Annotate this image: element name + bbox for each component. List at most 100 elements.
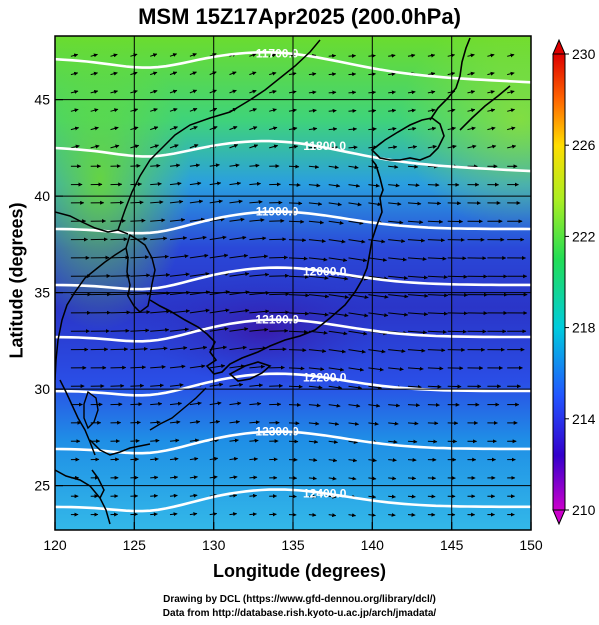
lat-tick-label: 40 — [34, 188, 50, 204]
wind-arrow — [308, 201, 323, 206]
wind-arrow — [348, 385, 363, 390]
wind-arrow — [368, 294, 389, 299]
colorbar-label: 222 — [572, 228, 596, 244]
wind-arrow — [269, 53, 277, 58]
wind-arrow — [209, 308, 230, 314]
wind-arrow — [229, 71, 237, 76]
wind-arrow — [507, 126, 516, 131]
colorbar-label: 218 — [572, 320, 596, 336]
wind-arrow — [249, 401, 262, 406]
contour-label: 11700.0 — [256, 46, 299, 60]
wind-arrow — [189, 217, 205, 222]
wind-arrow — [229, 420, 240, 424]
wind-arrow — [348, 220, 364, 225]
wind-arrow — [229, 253, 249, 259]
wind-arrow — [328, 165, 339, 170]
colorbar-scale — [552, 53, 566, 511]
wind-arrow — [189, 53, 197, 57]
wind-arrow — [150, 53, 158, 58]
wind-arrow — [249, 108, 257, 112]
wind-arrow — [507, 108, 515, 113]
wind-arrow — [407, 90, 416, 95]
wind-arrow — [169, 383, 184, 388]
wind-arrow — [150, 401, 163, 406]
wind-arrow — [130, 420, 141, 425]
wind-arrow — [229, 327, 249, 332]
wind-arrow — [249, 383, 264, 388]
wind-arrow — [150, 364, 166, 369]
wind-arrow — [388, 512, 396, 517]
wind-arrow — [388, 183, 400, 188]
wind-arrow — [130, 346, 148, 351]
wind-arrow — [150, 438, 160, 443]
wind-arrow — [447, 311, 468, 316]
wind-arrow — [229, 456, 239, 461]
wind-arrow — [269, 108, 277, 113]
wind-arrow — [288, 274, 309, 279]
wind-arrow — [249, 475, 258, 480]
wind-arrow — [328, 257, 348, 263]
wind-arrow — [130, 273, 151, 278]
wind-arrow — [249, 420, 260, 425]
wind-arrow — [328, 312, 349, 318]
wind-arrow — [427, 182, 440, 187]
wind-arrow — [130, 383, 145, 388]
wind-arrow — [150, 236, 168, 241]
wind-arrow — [150, 181, 162, 186]
wind-arrow — [169, 364, 186, 369]
wind-arrow — [249, 438, 259, 443]
colorbar-label: 226 — [572, 137, 596, 153]
wind-arrow — [130, 163, 141, 168]
wind-arrow — [110, 292, 131, 297]
wind-arrow — [328, 108, 337, 113]
wind-arrow — [388, 367, 404, 372]
wind-arrow — [150, 254, 169, 259]
wind-arrow — [388, 275, 408, 280]
wind-arrow — [229, 235, 247, 241]
wind-arrow — [487, 108, 496, 113]
wind-arrow — [328, 275, 349, 281]
wind-arrow — [229, 308, 250, 314]
wind-arrow — [189, 126, 198, 131]
wind-arrow — [368, 275, 389, 281]
wind-arrow — [388, 439, 398, 444]
wind-arrow — [388, 294, 409, 299]
wind-arrow — [169, 457, 179, 462]
wind-arrow — [487, 90, 495, 94]
wind-arrow — [169, 53, 178, 57]
wind-arrow — [427, 384, 442, 389]
wind-arrow — [328, 349, 346, 354]
wind-arrow — [308, 72, 317, 77]
lon-tick-label: 150 — [519, 537, 543, 553]
contour-label: 12000.0 — [303, 264, 347, 278]
wind-arrow — [348, 145, 358, 150]
wind-arrow — [388, 90, 396, 95]
wind-arrow — [487, 71, 495, 76]
wind-arrow — [388, 421, 399, 426]
wind-arrow — [130, 218, 146, 223]
wind-arrow — [169, 71, 178, 76]
wind-arrow — [90, 108, 99, 113]
wind-arrow — [288, 348, 307, 353]
wind-arrow — [229, 438, 239, 443]
wind-arrow — [407, 312, 429, 317]
contour-label: 11900.0 — [256, 205, 299, 219]
lon-tick-labels: 120 125 130 135 140 145 150 — [43, 537, 543, 553]
wind-arrow — [427, 219, 444, 224]
wind-arrow — [407, 201, 422, 206]
wind-arrow — [467, 71, 475, 76]
wind-arrow — [407, 330, 428, 335]
wind-arrow — [249, 493, 258, 498]
wind-arrow — [229, 493, 238, 498]
wind-arrow — [189, 308, 210, 314]
wind-arrow — [407, 126, 417, 131]
wind-arrow — [70, 53, 79, 58]
wind-arrow — [427, 439, 438, 444]
wind-arrow — [288, 219, 305, 224]
wind-arrow — [150, 71, 158, 76]
wind-arrow — [288, 311, 310, 316]
wind-arrow — [348, 183, 361, 188]
wind-arrow — [189, 512, 198, 517]
wind-arrow — [209, 326, 229, 332]
wind-arrow — [70, 90, 79, 94]
